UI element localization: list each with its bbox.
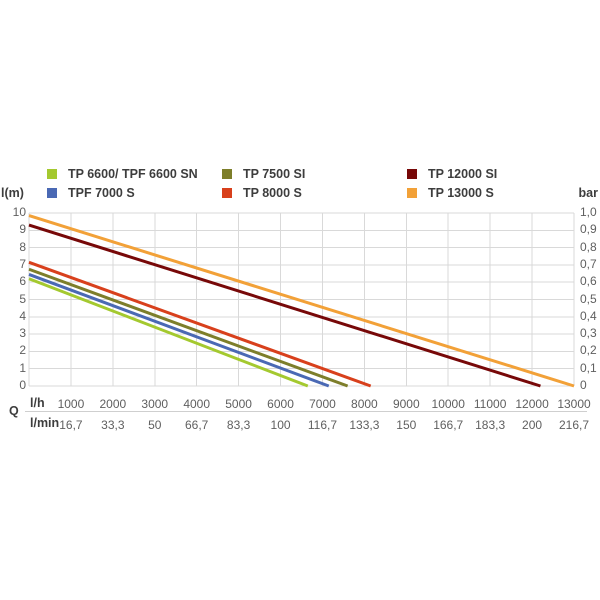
legend-swatch-tpf-7000-s — [47, 188, 57, 198]
x-tick-lmin-9: 166,7 — [433, 418, 464, 432]
y-tick-bar-0,8: 0,8 — [580, 239, 597, 254]
y-tick-m-0: 0 — [19, 378, 26, 392]
y-tick-bar-0,7: 0,7 — [580, 256, 597, 271]
y-tick-m-1: 1 — [19, 360, 26, 375]
y-tick-bar-0,6: 0,6 — [580, 274, 597, 289]
legend-label-tp-13000-s: TP 13000 S — [428, 186, 494, 200]
x-tick-lmin-8: 150 — [396, 418, 417, 432]
curve-tp-6600-tpf-6600-sn — [28, 277, 309, 388]
flow-axis-divider — [25, 411, 587, 412]
curve-tp-8000-s — [28, 260, 372, 388]
x-tick-lh-2000: 2000 — [99, 397, 127, 411]
legend-swatch-tp-6600-tpf-6600-sn — [47, 169, 57, 179]
y-tick-bar-0,4: 0,4 — [580, 308, 597, 323]
y-tick-m-9: 9 — [19, 222, 26, 237]
x-tick-lmin-5: 100 — [270, 418, 291, 432]
x-tick-lh-1000: 1000 — [57, 397, 85, 411]
y-tick-m-6: 6 — [19, 274, 26, 289]
legend-item-tpf-7000-s: TPF 7000 S — [47, 186, 135, 200]
x-tick-lh-6000: 6000 — [267, 397, 294, 411]
y-tick-bar-0: 0 — [580, 378, 587, 392]
x-tick-lmin-10: 183,3 — [475, 418, 506, 432]
x-tick-lmin-2: 50 — [148, 418, 162, 432]
y-tick-m-4: 4 — [19, 308, 26, 323]
x-tick-lh-4000: 4000 — [183, 397, 211, 411]
legend-item-tp-6600-tpf-6600-sn: TP 6600/ TPF 6600 SN — [47, 167, 198, 181]
flow-unit-lmin-label: l/min — [30, 416, 60, 430]
y-tick-bar-0,1: 0,1 — [580, 360, 597, 375]
x-tick-lmin-4: 83,3 — [226, 418, 251, 432]
legend-swatch-tp-12000-si — [407, 169, 417, 179]
legend-label-tp-6600-tpf-6600-sn: TP 6600/ TPF 6600 SN — [68, 167, 198, 181]
x-tick-lmin-12: 216,7 — [558, 418, 590, 432]
y-tick-bar-1,0: 1,0 — [580, 205, 597, 219]
y-tick-bar-0,5: 0,5 — [580, 291, 597, 306]
head-axis-unit-label: l(m) — [1, 186, 24, 200]
y-tick-m-3: 3 — [19, 326, 26, 341]
legend-item-tp-7500-si: TP 7500 SI — [222, 167, 306, 181]
x-tick-lh-7000: 7000 — [309, 397, 336, 411]
y-tick-bar-0,3: 0,3 — [580, 326, 597, 341]
legend-label-tpf-7000-s: TPF 7000 S — [68, 186, 135, 200]
legend-label-tp-8000-s: TP 8000 S — [243, 186, 302, 200]
legend-item-tp-13000-s: TP 13000 S — [407, 186, 494, 200]
flow-quantity-label: Q — [9, 404, 19, 418]
x-tick-lh-8000: 8000 — [351, 397, 378, 411]
y-tick-m-8: 8 — [19, 239, 26, 254]
legend-swatch-tp-7500-si — [222, 169, 232, 179]
x-tick-lmin-0: 16,7 — [59, 418, 83, 432]
y-tick-m-5: 5 — [19, 291, 26, 306]
legend-item-tp-12000-si: TP 12000 SI — [407, 167, 498, 181]
x-tick-lh-5000: 5000 — [225, 397, 252, 411]
y-tick-m-2: 2 — [19, 343, 26, 358]
legend-label-tp-12000-si: TP 12000 SI — [428, 167, 498, 181]
x-tick-lmin-3: 66,7 — [185, 418, 209, 432]
x-tick-lmin-6: 116,7 — [307, 418, 338, 432]
x-tick-lh-9000: 9000 — [392, 397, 420, 411]
curve-tpf-7000-s — [28, 273, 330, 388]
x-tick-lh-13000: 13000 — [557, 397, 591, 411]
x-tick-lmin-1: 33,3 — [101, 418, 125, 432]
x-tick-lh-12000: 12000 — [515, 397, 549, 411]
legend-swatch-tp-8000-s — [222, 188, 232, 198]
legend-label-tp-7500-si: TP 7500 SI — [243, 167, 306, 181]
legend-swatch-tp-13000-s — [407, 188, 417, 198]
x-tick-lmin-11: 200 — [522, 418, 543, 432]
curve-tp-12000-si — [28, 223, 541, 388]
x-tick-lh-11000: 11000 — [473, 397, 507, 411]
y-tick-m-7: 7 — [19, 256, 26, 271]
pressure-axis-unit-label: bar — [578, 186, 598, 200]
x-tick-lmin-7: 133,3 — [349, 418, 380, 432]
flow-unit-lh-label: l/h — [30, 396, 45, 410]
x-tick-lh-3000: 3000 — [141, 397, 169, 411]
legend-item-tp-8000-s: TP 8000 S — [222, 186, 302, 200]
x-tick-lh-10000: 10000 — [431, 397, 465, 411]
y-tick-bar-0,2: 0,2 — [580, 343, 597, 358]
curve-tp-13000-s — [28, 214, 575, 388]
curve-tp-7500-si — [28, 267, 349, 388]
y-tick-m-10: 10 — [12, 205, 26, 219]
y-tick-bar-0,9: 0,9 — [580, 222, 597, 237]
